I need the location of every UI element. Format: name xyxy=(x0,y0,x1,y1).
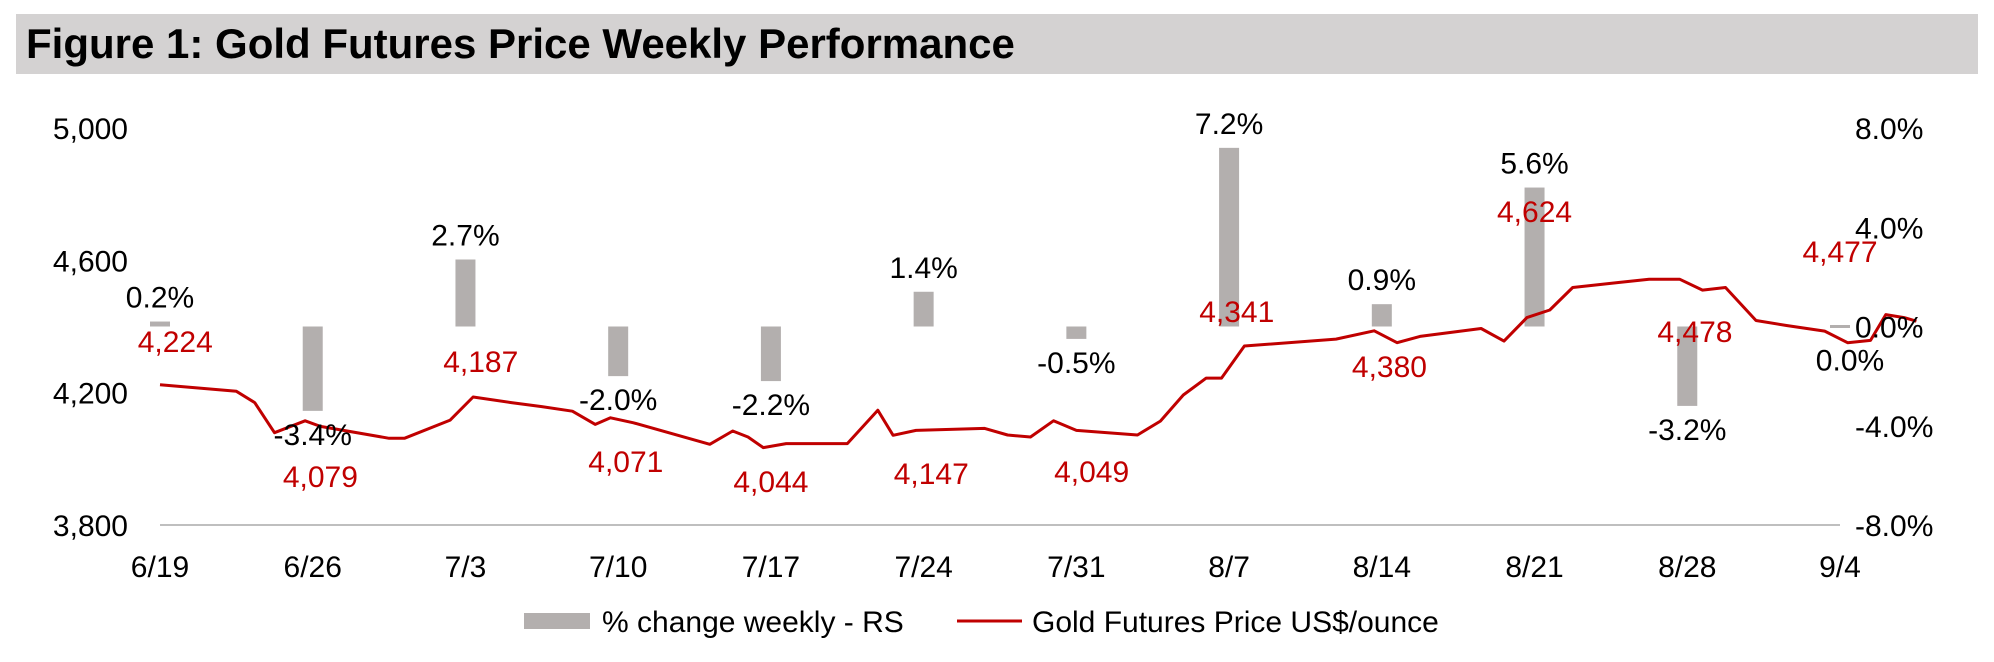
x-tick-7-17: 7/17 xyxy=(742,551,800,584)
price-label-3: 4,071 xyxy=(588,446,663,479)
price-label-11: 4,477 xyxy=(1802,236,1877,269)
legend-line-label: Gold Futures Price US$/ounce xyxy=(1032,606,1439,639)
bar-7-17 xyxy=(760,326,781,382)
price-label-1: 4,079 xyxy=(283,461,358,494)
x-tick-9-4: 9/4 xyxy=(1819,551,1861,584)
price-label-6: 4,049 xyxy=(1054,456,1129,489)
bar-label-8-21: 5.6% xyxy=(1500,148,1568,181)
bar-label-8-28: -3.2% xyxy=(1648,414,1726,447)
bar-7-3 xyxy=(455,259,476,327)
bar-7-31 xyxy=(1066,326,1087,339)
right-tick-0: -8.0% xyxy=(1855,510,1933,543)
x-tick-8-14: 8/14 xyxy=(1353,551,1411,584)
x-tick-7-10: 7/10 xyxy=(589,551,647,584)
left-tick-2: 4,600 xyxy=(53,245,128,278)
bar-8-7 xyxy=(1219,147,1240,327)
legend: % change weekly - RS Gold Futures Price … xyxy=(524,606,1439,639)
left-tick-3: 5,000 xyxy=(53,113,128,146)
right-axis: -8.0% -4.0% 0.0% 4.0% 8.0% xyxy=(1855,113,1933,543)
x-tick-8-28: 8/28 xyxy=(1658,551,1716,584)
left-tick-0: 3,800 xyxy=(53,510,128,543)
right-tick-4: 8.0% xyxy=(1855,113,1923,146)
bar-label-8-7: 7.2% xyxy=(1195,108,1263,141)
price-label-10: 4,478 xyxy=(1657,316,1732,349)
figure-title-bar: Figure 1: Gold Futures Price Weekly Perf… xyxy=(16,14,1978,74)
price-label-0: 4,224 xyxy=(138,326,213,359)
bar-9-4 xyxy=(1830,325,1850,328)
bar-7-24 xyxy=(913,291,934,327)
bar-label-6-26: -3.4% xyxy=(274,419,352,452)
weekly-change-bars xyxy=(150,147,1850,411)
bar-label-6-19: 0.2% xyxy=(126,282,194,315)
x-tick-7-24: 7/24 xyxy=(894,551,952,584)
price-label-9: 4,624 xyxy=(1497,196,1572,229)
bar-8-21 xyxy=(1524,187,1545,327)
bar-label-7-24: 1.4% xyxy=(889,252,957,285)
x-tick-7-31: 7/31 xyxy=(1047,551,1105,584)
price-label-2: 4,187 xyxy=(443,346,518,379)
bar-7-10 xyxy=(608,326,629,377)
left-axis: 3,800 4,200 4,600 5,000 xyxy=(53,113,128,543)
x-tick-6-26: 6/26 xyxy=(284,551,342,584)
legend-bar-swatch xyxy=(524,613,590,629)
x-tick-6-19: 6/19 xyxy=(131,551,189,584)
price-label-4: 4,044 xyxy=(733,466,808,499)
bar-label-7-17: -2.2% xyxy=(732,389,810,422)
x-tick-8-7: 8/7 xyxy=(1208,551,1250,584)
left-tick-1: 4,200 xyxy=(53,378,128,411)
x-tick-8-21: 8/21 xyxy=(1505,551,1563,584)
figure-title: Figure 1: Gold Futures Price Weekly Perf… xyxy=(26,20,1015,67)
bar-label-7-10: -2.0% xyxy=(579,384,657,417)
bar-8-28 xyxy=(1677,326,1698,406)
price-label-5: 4,147 xyxy=(894,458,969,491)
bar-label-7-31: -0.5% xyxy=(1037,347,1115,380)
gold-price-line-group xyxy=(159,277,1917,450)
bar-6-19 xyxy=(150,321,170,327)
bar-label-9-4: 0.0% xyxy=(1816,345,1884,378)
x-axis-ticks: 6/19 6/26 7/3 7/10 7/17 7/24 7/31 8/7 8/14 8/21 8/… xyxy=(131,551,1861,584)
bar-6-26 xyxy=(302,326,323,411)
price-label-7: 4,341 xyxy=(1199,296,1274,329)
legend-bar-label: % change weekly - RS xyxy=(602,606,904,639)
right-tick-1: -4.0% xyxy=(1855,411,1933,444)
bar-label-8-14: 0.9% xyxy=(1348,264,1416,297)
price-label-8: 4,380 xyxy=(1352,351,1427,384)
gold-price-line xyxy=(159,277,1917,450)
price-labels: 4,224 4,079 4,187 4,071 4,044 4,147 4,049 4,341… xyxy=(138,196,1878,499)
right-tick-2: 0.0% xyxy=(1855,312,1923,345)
x-tick-7-3: 7/3 xyxy=(445,551,487,584)
bar-8-14 xyxy=(1371,304,1392,327)
bar-labels: 0.2% -3.4% 2.7% -2.0% -2.2% 1.4% -0.5% 7.2% 0.9%… xyxy=(126,108,1884,452)
bar-label-7-3: 2.7% xyxy=(431,220,499,253)
right-tick-3: 4.0% xyxy=(1855,212,1923,245)
